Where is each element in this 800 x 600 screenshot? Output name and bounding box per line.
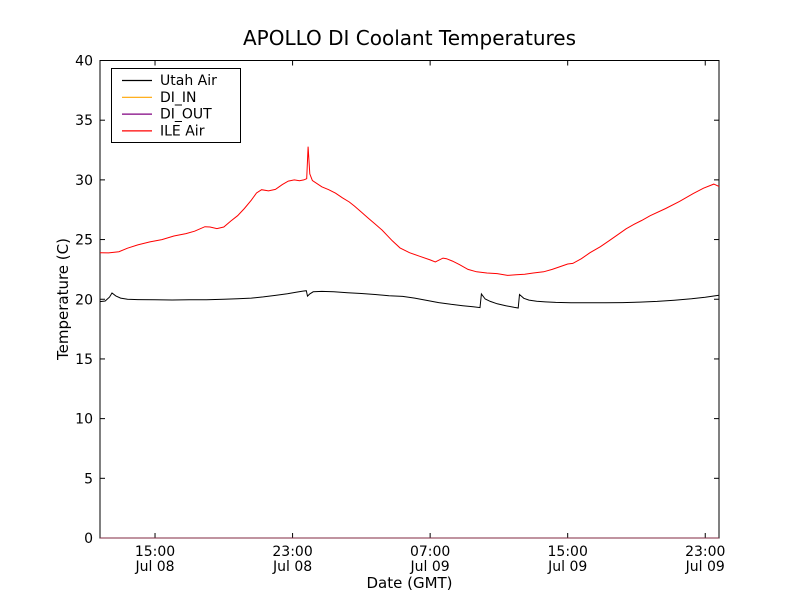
x-tick-label-date: Jul 09 <box>547 559 587 575</box>
y-tick-label: 10 <box>75 412 93 428</box>
legend-label-di-in: DI_IN <box>160 90 197 106</box>
legend-label-ile-air: ILE Air <box>160 123 205 139</box>
x-tick-label-date: Jul 08 <box>272 559 312 575</box>
x-tick-label-date: Jul 09 <box>410 559 450 575</box>
series-line-utah-air <box>99 290 720 309</box>
y-tick-label: 35 <box>75 113 93 129</box>
y-tick-label: 20 <box>75 292 93 308</box>
x-tick-label-time: 23:00 <box>272 544 312 560</box>
y-tick-label: 30 <box>75 173 93 189</box>
x-tick-label-time: 07:00 <box>410 544 450 560</box>
x-tick-label-time: 23:00 <box>685 544 725 560</box>
chart-title: APOLLO DI Coolant Temperatures <box>242 26 577 50</box>
x-tick-label-time: 15:00 <box>135 544 175 560</box>
y-tick-label: 40 <box>75 54 93 70</box>
x-tick-label-time: 15:00 <box>548 544 588 560</box>
x-tick-label-date: Jul 09 <box>685 559 725 575</box>
y-axis-label: Temperature (C) <box>54 238 72 360</box>
y-tick-label: 5 <box>84 471 93 487</box>
legend-label-utah-air: Utah Air <box>160 73 217 89</box>
series-line-ile-air <box>99 146 720 276</box>
x-tick-label-date: Jul 08 <box>134 559 174 575</box>
legend-label-di-out: DI_OUT <box>160 107 212 123</box>
x-axis-label: Date (GMT) <box>366 574 453 592</box>
y-tick-label: 25 <box>75 233 93 249</box>
y-tick-label: 0 <box>84 531 93 547</box>
y-tick-label: 15 <box>75 352 93 368</box>
